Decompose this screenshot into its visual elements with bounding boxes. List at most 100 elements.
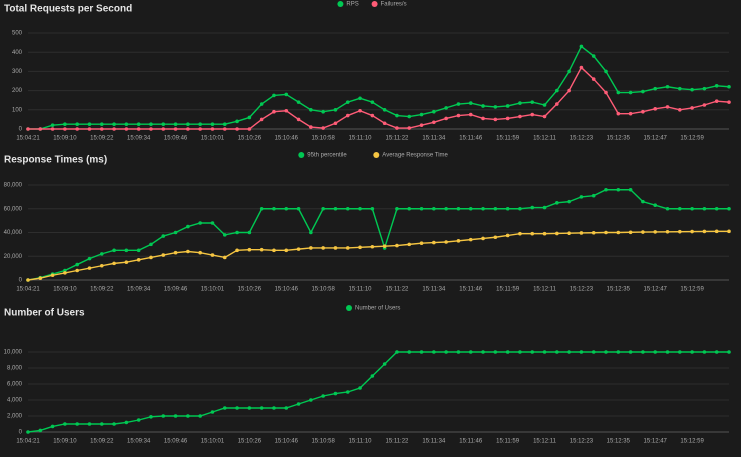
data-point [149,242,153,247]
data-point [493,235,498,240]
data-point [567,88,571,93]
data-point [555,102,559,106]
data-point [542,205,547,210]
data-point [284,206,289,211]
data-point [296,117,301,122]
data-point [149,122,153,126]
data-point [604,350,608,354]
data-point [296,402,301,406]
data-point [161,414,166,418]
data-point [222,255,227,260]
data-point [727,84,731,89]
y-tick-label: 60,000 [4,206,23,212]
data-point [333,391,338,396]
data-point [714,84,719,88]
data-point [727,350,731,354]
data-point [210,127,215,131]
data-point [505,206,510,211]
data-point [321,206,325,211]
data-point [456,206,461,211]
data-point [50,273,55,278]
data-point [333,108,338,112]
data-point [235,406,239,410]
data-point [628,187,633,192]
data-point [678,229,682,234]
data-point [641,109,645,114]
x-tick-label: 15:12:47 [644,287,668,293]
x-tick-label: 15:09:34 [127,439,151,445]
data-point [149,127,153,131]
data-point [641,199,645,204]
x-tick-label: 15:11:34 [422,287,446,293]
legend-label: 95th percentile [307,153,347,159]
data-point [542,350,547,354]
x-tick-label: 15:12:11 [533,439,557,445]
data-point [432,120,436,125]
x-tick-label: 15:11:10 [349,136,373,142]
data-point [505,350,510,354]
data-point [284,92,289,97]
data-point [395,350,399,354]
y-tick-label: 400 [12,50,23,56]
data-point [149,255,153,260]
data-point [272,206,276,211]
data-point [456,350,461,354]
data-point [481,206,485,211]
data-point [345,246,350,250]
data-point [702,86,707,91]
data-point [382,244,387,248]
x-tick-label: 15:12:47 [644,439,668,445]
data-point [702,229,707,234]
x-tick-label: 15:09:10 [53,136,77,142]
series-line [27,230,729,281]
data-point [641,230,645,234]
data-point [112,261,116,266]
data-point [518,101,522,105]
data-point [407,114,412,119]
data-point [87,266,92,270]
y-tick-label: 80,000 [4,183,23,189]
y-tick-label: 0 [19,278,23,284]
data-point [309,398,313,402]
data-point [75,268,79,273]
data-point [124,122,129,126]
data-point [124,420,129,425]
data-point [727,206,731,211]
data-point [198,127,202,131]
data-point [616,90,621,95]
y-tick-label: 0 [19,127,23,133]
data-point [186,224,190,229]
data-point [419,123,424,127]
data-point [198,414,202,418]
data-point [555,88,559,93]
data-point [690,87,694,92]
x-tick-label: 15:11:59 [496,136,520,142]
data-point [493,117,498,122]
x-tick-label: 15:10:58 [311,287,335,293]
x-tick-label: 15:11:34 [422,439,446,445]
data-point [555,231,559,236]
data-point [75,127,79,131]
data-point [50,123,55,127]
data-point [370,100,375,104]
data-point [173,127,178,131]
data-point [112,422,116,426]
x-tick-label: 15:10:46 [275,136,299,142]
data-point [542,231,547,236]
data-point [690,229,694,234]
data-point [161,127,166,131]
data-point [567,231,571,236]
x-tick-label: 15:11:59 [496,439,520,445]
x-tick-label: 15:11:59 [496,287,520,293]
data-point [247,230,252,235]
x-tick-label: 15:10:46 [275,439,299,445]
x-tick-label: 15:09:46 [164,439,188,445]
x-tick-label: 15:11:10 [349,439,373,445]
data-point [665,350,670,354]
data-point [542,114,547,119]
x-tick-label: 15:12:23 [570,439,594,445]
data-point [358,386,362,390]
data-point [136,248,141,253]
data-point [518,350,522,354]
data-point [468,350,473,354]
